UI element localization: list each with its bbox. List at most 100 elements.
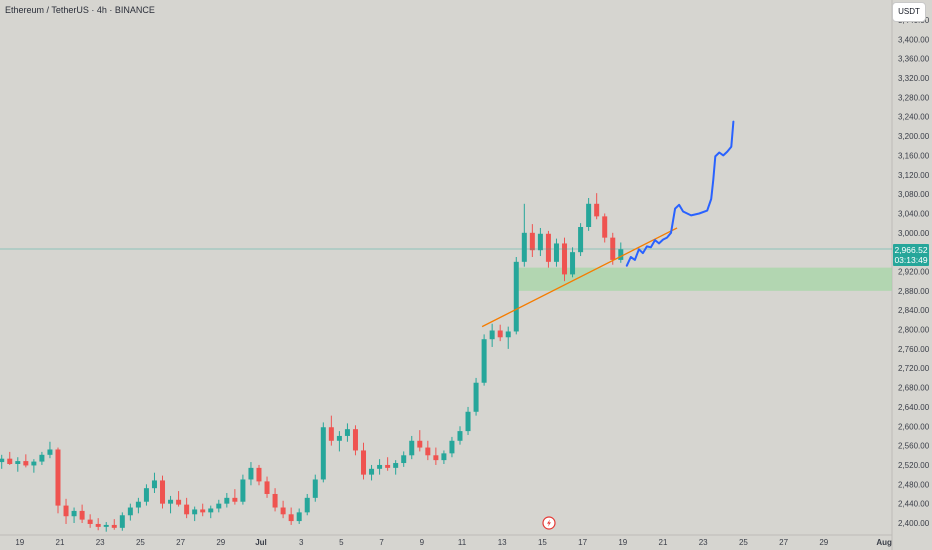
time-tick-label: 5 <box>339 538 344 547</box>
candle <box>449 436 455 458</box>
price-tick-label: 2,680.00 <box>898 384 930 393</box>
candle <box>505 326 511 349</box>
lightning-icon[interactable] <box>542 516 556 530</box>
candle <box>216 499 222 513</box>
candle <box>119 512 125 531</box>
time-tick-label: 25 <box>739 538 748 547</box>
candle <box>594 193 600 220</box>
candle <box>352 425 358 456</box>
time-tick-label: 7 <box>379 538 384 547</box>
candle <box>272 488 278 512</box>
currency-selector[interactable]: USDT <box>892 2 926 22</box>
time-tick-label: Aug <box>876 538 892 547</box>
candle <box>618 242 624 263</box>
candle <box>570 247 576 278</box>
candle <box>344 423 350 442</box>
candle <box>55 447 61 514</box>
candle <box>79 504 85 523</box>
price-tick-label: 2,720.00 <box>898 364 930 373</box>
candle <box>160 475 166 509</box>
last-price-label: 2,966.52 03:13:49 <box>893 244 929 266</box>
candle <box>578 223 584 257</box>
projection-path[interactable] <box>625 120 735 267</box>
price-tick-label: 3,320.00 <box>898 74 930 83</box>
time-tick-label: 17 <box>578 538 587 547</box>
candle <box>336 431 342 452</box>
demand-zone[interactable] <box>518 267 892 291</box>
time-tick-label: 21 <box>56 538 65 547</box>
time-tick-label: 29 <box>819 538 828 547</box>
candle <box>481 334 487 386</box>
candle <box>95 518 101 531</box>
candle <box>127 503 133 521</box>
candle <box>23 454 29 468</box>
candle <box>151 472 157 494</box>
candle <box>361 442 367 480</box>
candle <box>553 238 559 267</box>
candle <box>87 514 93 528</box>
price-tick-label: 3,200.00 <box>898 132 930 141</box>
price-tick-label: 2,760.00 <box>898 345 930 354</box>
candle <box>71 507 77 523</box>
time-tick-label: 19 <box>618 538 627 547</box>
price-tick-label: 3,160.00 <box>898 151 930 160</box>
candle <box>184 497 190 519</box>
price-tick-label: 2,600.00 <box>898 422 930 431</box>
candle <box>7 451 13 465</box>
time-tick-label: 13 <box>498 538 507 547</box>
candle <box>176 491 182 507</box>
price-tick-label: 2,480.00 <box>898 480 930 489</box>
time-tick-label: 15 <box>538 538 547 547</box>
candle <box>521 203 527 267</box>
price-tick-label: 2,800.00 <box>898 326 930 335</box>
price-tick-label: 2,880.00 <box>898 287 930 296</box>
candle <box>529 224 535 257</box>
candle <box>328 415 334 446</box>
trend-line[interactable] <box>481 227 678 328</box>
time-tick-label: 27 <box>176 538 185 547</box>
candle <box>385 457 391 471</box>
candle <box>296 508 302 524</box>
candle <box>168 495 174 514</box>
bar-countdown: 03:13:49 <box>894 255 928 265</box>
time-tick-label: 21 <box>659 538 668 547</box>
time-tick-label: 23 <box>96 538 105 547</box>
candle <box>15 457 21 472</box>
candle <box>143 484 149 506</box>
candle <box>441 450 447 464</box>
candle <box>248 462 254 486</box>
time-tick-label: Jul <box>255 538 267 547</box>
candle <box>513 256 519 335</box>
candle <box>240 474 246 505</box>
candle <box>465 406 471 435</box>
candle <box>192 506 198 522</box>
candle <box>320 422 326 483</box>
candle <box>377 459 383 475</box>
time-tick-label: 3 <box>299 538 304 547</box>
candle <box>208 505 214 519</box>
price-tick-label: 3,120.00 <box>898 171 930 180</box>
candle <box>232 489 238 505</box>
candle <box>111 519 117 530</box>
candle <box>103 522 109 532</box>
candle <box>433 447 439 465</box>
candle <box>135 497 141 514</box>
price-tick-label: 3,080.00 <box>898 190 930 199</box>
time-tick-label: 23 <box>699 538 708 547</box>
candle <box>280 500 286 519</box>
time-tick-label: 9 <box>420 538 425 547</box>
candle <box>586 197 592 231</box>
candle <box>497 324 503 342</box>
candle <box>425 440 431 461</box>
candle <box>602 213 608 243</box>
price-tick-label: 2,840.00 <box>898 306 930 315</box>
time-tick-label: 25 <box>136 538 145 547</box>
candle <box>224 493 230 508</box>
candle <box>39 451 45 465</box>
candle <box>256 464 262 486</box>
candle <box>200 503 206 517</box>
price-tick-label: 2,560.00 <box>898 442 930 451</box>
chart-title: Ethereum / TetherUS · 4h · BINANCE <box>5 5 155 15</box>
price-tick-label: 3,360.00 <box>898 55 930 64</box>
